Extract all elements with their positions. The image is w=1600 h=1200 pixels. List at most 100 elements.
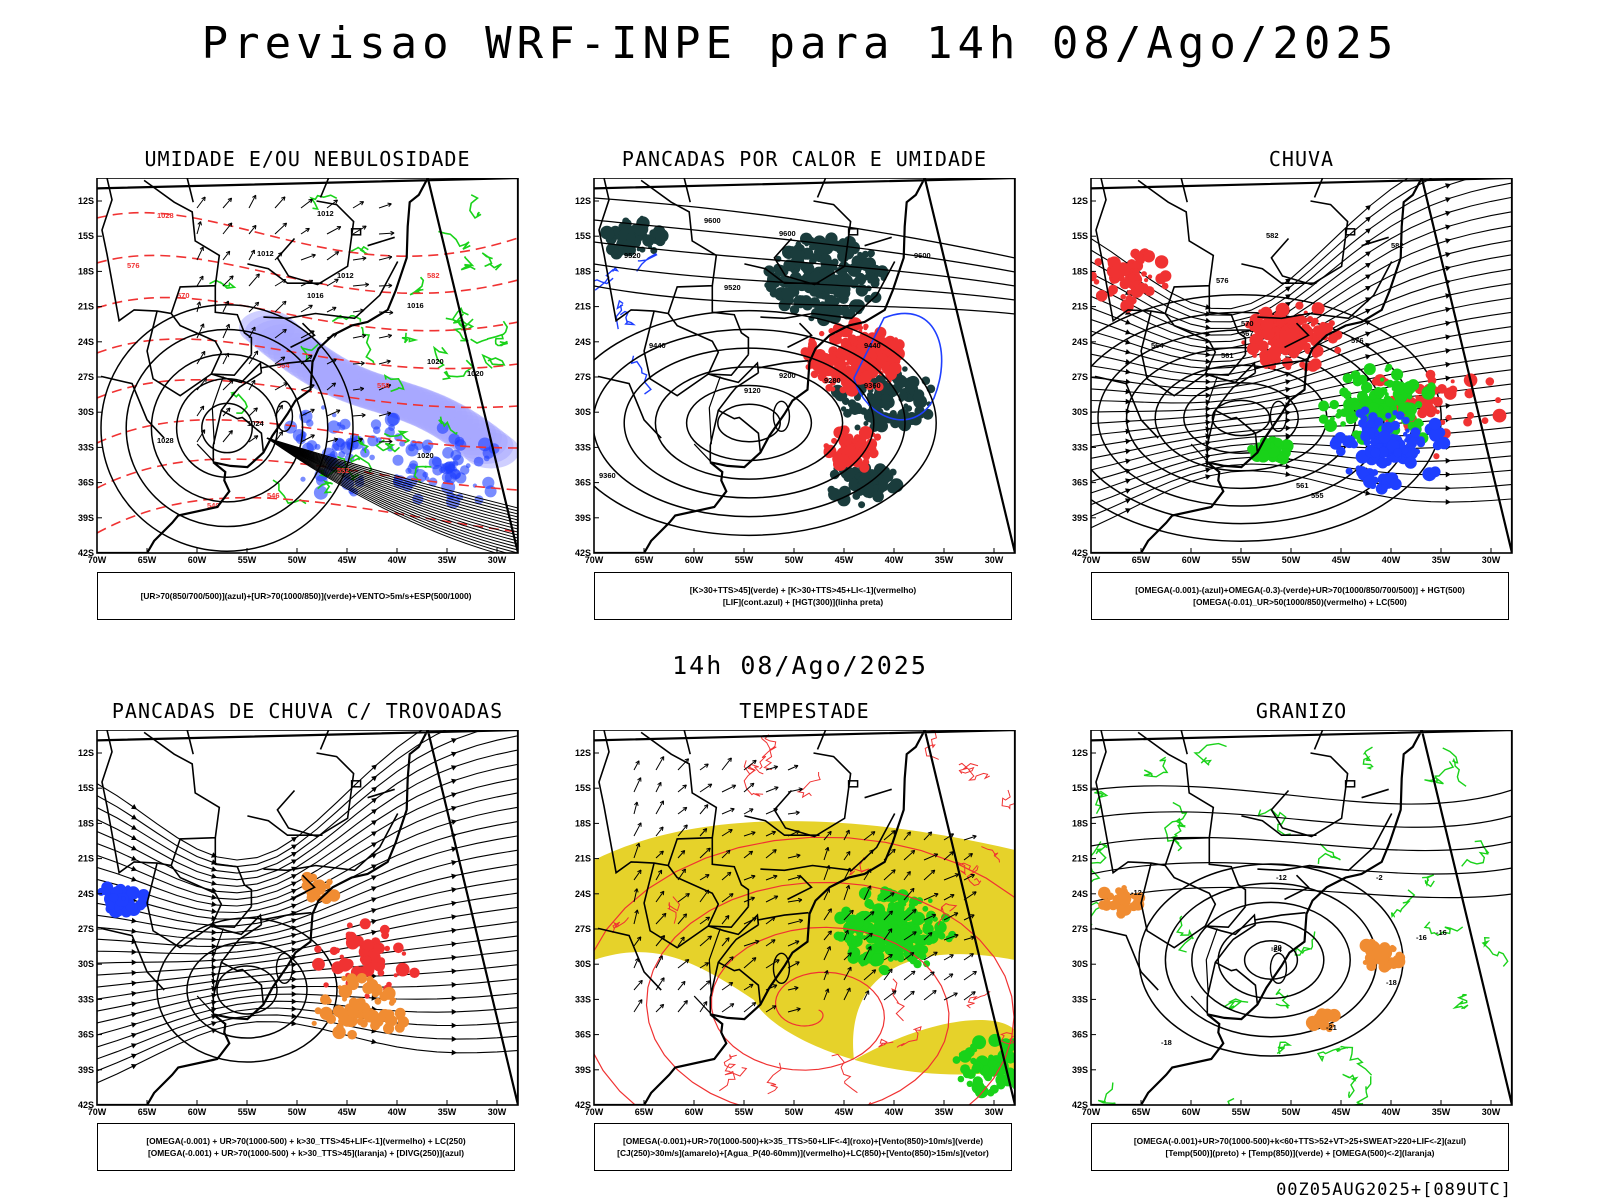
- streamline-arrow: [291, 859, 297, 865]
- streamline-arrow: [1125, 388, 1131, 395]
- storm-red-area: [377, 969, 385, 977]
- instability-red-area: [862, 458, 870, 466]
- wind-vector: [823, 970, 828, 981]
- wind-vector: [743, 875, 756, 881]
- instability-red-area: [819, 330, 825, 337]
- lon-tick-label: 60W: [1182, 1107, 1201, 1117]
- rain-red-area: [1109, 265, 1123, 279]
- instability-green-area: [852, 256, 861, 265]
- country-border: [744, 263, 820, 284]
- streamline-arrow: [1445, 471, 1451, 478]
- wind-vector: [352, 283, 369, 287]
- lat-tick-label: 18S: [78, 818, 94, 828]
- lat-tick-label: 15S: [1072, 231, 1088, 241]
- wind-vector: [699, 1001, 708, 1013]
- lc-850-red-streamline: [1001, 789, 1015, 810]
- lon-tick-label: 50W: [288, 1107, 307, 1117]
- country-border: [1206, 924, 1256, 1015]
- rain-blue-area: [1345, 467, 1353, 475]
- temp-500-contour: [1191, 901, 1351, 1019]
- wind-green-area: [899, 910, 910, 921]
- rain-green-area: [1426, 382, 1436, 392]
- wind-vector: [300, 354, 313, 365]
- wind-vector: [923, 831, 933, 841]
- instability-red-area: [868, 448, 879, 459]
- instability-red-area: [873, 433, 882, 441]
- wind-green-area: [898, 896, 907, 904]
- streamline-arrow: [371, 775, 377, 782]
- wind-green-area: [858, 914, 863, 919]
- country-border: [1205, 913, 1257, 936]
- streamline-arrow: [1205, 426, 1211, 433]
- wind-vector-head: [927, 932, 933, 937]
- lon-tick-label: 55W: [735, 555, 754, 565]
- lon-tick-label: 50W: [1282, 555, 1301, 565]
- lon-tick-label: 65W: [1132, 1107, 1151, 1117]
- rain-blue-area: [1380, 483, 1389, 492]
- country-border: [214, 837, 253, 907]
- rain-blue-area: [1374, 417, 1384, 427]
- streamline-arrow: [371, 897, 377, 903]
- temp-500-contour: [1091, 785, 1512, 805]
- storm-orange-area: [363, 1010, 376, 1023]
- humidity-blue-area: [448, 433, 460, 445]
- rain-red-area: [1246, 342, 1260, 356]
- humidity-green-contour: [470, 320, 509, 344]
- lon-tick-label: 35W: [1432, 555, 1451, 565]
- wind-green-area: [913, 959, 922, 969]
- streamline-arrow: [1365, 204, 1371, 211]
- instability-red-area: [860, 370, 873, 383]
- coastline: [97, 730, 518, 1105]
- wind-vector-head: [932, 989, 937, 995]
- country-border: [247, 263, 323, 284]
- streamline-arrow: [1125, 339, 1131, 345]
- wind-vector: [903, 970, 916, 981]
- wind-vector-head: [335, 409, 341, 414]
- instability-green-area: [870, 397, 883, 410]
- wind-vector: [923, 951, 938, 961]
- wind-vector-head: [891, 869, 896, 874]
- hgt-300-contour: [594, 328, 906, 518]
- wind-vector-head: [659, 1003, 665, 1009]
- instability-red-area: [808, 339, 817, 349]
- contour-label: 546: [267, 491, 280, 500]
- rain-blue-area: [1406, 437, 1418, 449]
- wind-vector-head: [705, 980, 711, 985]
- wind-vector-head: [388, 283, 393, 289]
- wind-green-area: [923, 923, 928, 928]
- storm-red-area: [364, 993, 370, 999]
- humidity-blue-area: [372, 426, 381, 434]
- lc-850-red-streamline: [612, 917, 629, 934]
- wind-vector-head: [389, 310, 394, 315]
- lc-850-red-streamline: [796, 772, 821, 799]
- omega-orange-area: [1389, 944, 1396, 951]
- country-border: [212, 372, 262, 463]
- instability-green-area: [823, 257, 832, 266]
- contour-label: 1020: [427, 357, 444, 366]
- wind-vector-head: [796, 853, 801, 859]
- rain-blue-area: [1437, 436, 1451, 450]
- wind-vector-head: [681, 868, 686, 874]
- streamline: [1091, 470, 1512, 551]
- country-border: [640, 179, 718, 314]
- storm-orange-area: [384, 1009, 395, 1020]
- temp-850-green-contour: [1091, 841, 1102, 884]
- country-border: [290, 322, 316, 349]
- wind-green-area: [851, 939, 857, 945]
- streamline-arrow: [451, 887, 457, 893]
- wind-vector-head: [199, 246, 204, 251]
- instability-green-area: [847, 263, 862, 277]
- jet-yellow-area: [594, 821, 1015, 1075]
- streamline-arrow: [1365, 308, 1371, 314]
- wind-vector-head: [725, 937, 730, 942]
- storm-orange-area: [336, 1022, 344, 1031]
- instability-green-area: [845, 469, 856, 480]
- wind-vector-head: [659, 800, 664, 805]
- rain-green-area: [1364, 365, 1370, 371]
- wind-vector: [633, 909, 638, 925]
- lat-tick-label: 39S: [1072, 1065, 1088, 1075]
- wind-vector: [655, 826, 664, 837]
- rain-red-area: [1095, 290, 1108, 302]
- wind-vector: [196, 377, 207, 391]
- instability-green-area: [800, 295, 812, 307]
